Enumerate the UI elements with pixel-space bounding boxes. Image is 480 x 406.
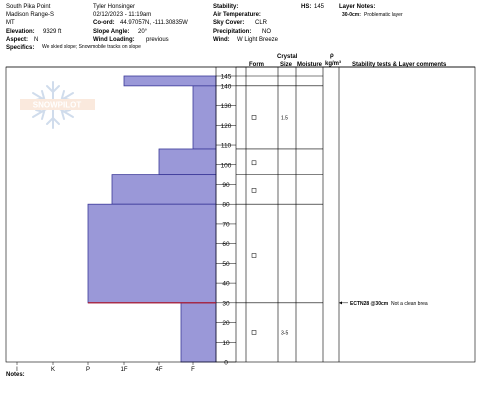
hardness-tick-label: K [51,367,55,373]
column-stability-tests: Stability tests & Layer comments [352,62,447,68]
crystal-form-marker [251,160,257,166]
profile-layer [180,302,217,363]
depth-tick-label: 130 [221,103,232,110]
stability-test-comment: Not a clean brea [391,301,428,307]
column-density-unit: kg/m³ [325,61,342,67]
snowpilot-watermark: SNOWPILOT [20,81,95,129]
specifics-label: Specifics: [6,45,35,51]
depth-tick-label: 0 [224,360,228,367]
observation-datetime: 02/12/2023 - 11:19am [93,12,152,18]
column-crystal: Crystal [277,54,298,60]
column-moisture: Moisture [297,62,323,68]
layer-notes-label: Layer Notes: [339,4,376,10]
depth-tick-label: 100 [221,162,232,169]
column-rho: ρ [330,53,334,59]
sky-cover-value: CLR [255,20,268,26]
hardness-tick-label: F [191,367,195,373]
hardness-tick-label: 1F [120,367,127,373]
crystal-form-marker [251,115,257,120]
layer-note-depth: 30-0cm: [342,12,361,18]
crystal-form-marker [251,188,257,193]
hs-value: 145 [314,4,325,10]
crystal-size-label: 3-5 [281,330,288,336]
depth-tick-label: 10 [222,340,230,347]
depth-tick-label: 80 [222,202,230,209]
profile-layer [158,148,217,176]
precipitation-label: Precipitation: [213,29,252,35]
depth-tick-label: 90 [222,182,230,189]
slope-angle-label: Slope Angle: [93,29,130,35]
watermark-text: SNOWPILOT [33,101,82,110]
coord-label: Co-ord: [93,20,115,26]
profile-layer [111,174,217,205]
hardness-tick-label: 4F [155,367,162,373]
header-range: Madison Range-S [6,12,55,18]
elevation-label: Elevation: [6,29,35,35]
precipitation-value: NO [262,29,271,35]
depth-tick-label: 40 [222,281,230,288]
notes-label: Notes: [6,372,25,378]
air-temperature-label: Air Temperature: [213,12,261,18]
hardness-tick-label: I [16,367,18,373]
observer-name: Tyler Honsinger [93,4,136,10]
snowflake-icon [32,81,74,129]
column-size: Size [280,62,293,68]
grid-frame [5,66,476,363]
slope-angle-value: 20° [138,29,148,35]
depth-tick-label: 50 [222,261,230,268]
stability-test-code: ECTN28 @30cm [350,301,389,307]
depth-tick-label: 110 [221,143,232,150]
column-form: Form [249,62,264,68]
header-location: South Pika Point [6,4,51,10]
specifics-value: We skied slope; Snowmobile tracks on slo… [42,44,141,50]
crystal-form-marker [251,253,257,258]
aspect-value: N [34,37,39,43]
depth-tick-label: 30 [222,300,230,307]
crystal-form-marker [251,330,257,335]
profile-layer [192,85,217,150]
sky-cover-label: Sky Cover: [213,20,245,26]
coord-value: 44.97057N, -111.30835W [120,20,188,26]
profile-layer [123,75,217,87]
stability-label: Stability: [213,4,239,10]
depth-tick-label: 70 [222,221,230,228]
hs-label: HS: [301,4,312,10]
layer-note-text: Problematic layer [364,12,403,18]
wind-loading-label: Wind Loading: [93,37,135,43]
depth-tick-label: 60 [222,241,230,248]
hardness-tick-label: P [86,367,90,373]
aspect-label: Aspect: [6,37,29,43]
depth-tick-label: 120 [221,123,232,130]
arrow-head-icon [339,301,342,305]
header-state: MT [6,20,15,26]
depth-tick-label: 145 [221,74,232,81]
depth-tick-label: 140 [221,83,232,90]
profile-layer [87,203,217,304]
crystal-size-label: 1.5 [281,115,288,121]
wind-loading-value: previous [146,37,169,43]
depth-tick-label: 20 [222,320,230,327]
elevation-value: 9329 ft [43,29,62,35]
wind-value: W Light Breeze [237,37,279,43]
wind-label: Wind: [213,37,230,43]
